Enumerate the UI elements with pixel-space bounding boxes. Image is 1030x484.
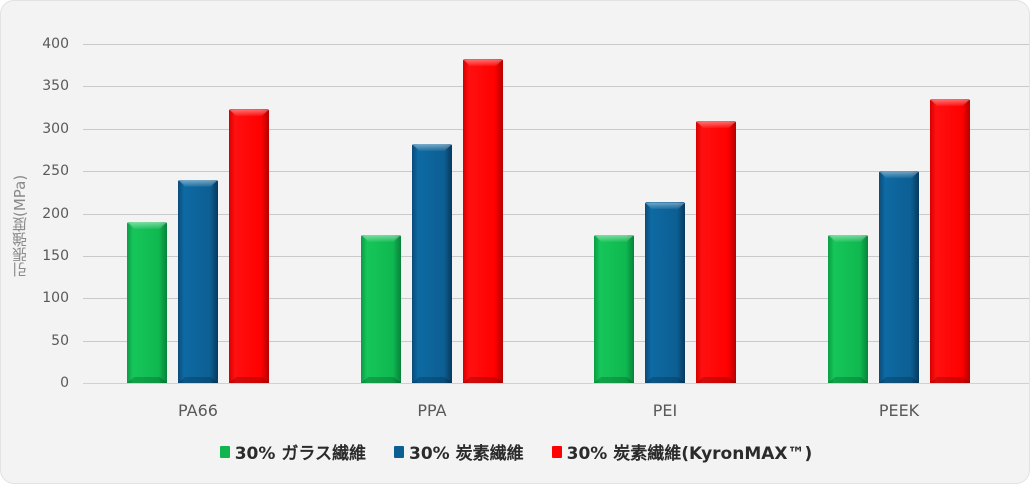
- gridline: [83, 86, 1029, 88]
- y-tick-label: 400: [42, 36, 69, 52]
- x-tick-label: PA66: [178, 401, 218, 420]
- bar-pa66-series-1: [178, 179, 218, 383]
- bar-peek-series-1: [879, 171, 919, 383]
- bar-ppa-series-1: [412, 144, 452, 383]
- x-tick-label: PPA: [417, 401, 447, 420]
- y-tick-label: 0: [60, 375, 69, 391]
- bar-pei-series-2: [696, 121, 736, 383]
- legend-item: 30% 炭素繊維: [394, 439, 524, 464]
- legend-item: 30% ガラス繊維: [219, 439, 366, 464]
- gridline: [83, 213, 1029, 215]
- bar-pei-series-1: [645, 202, 685, 383]
- legend-label: 30% 炭素繊維(KyronMAX™): [566, 444, 813, 464]
- gridline: [83, 44, 1029, 45]
- bar-ppa-series-2: [463, 59, 503, 383]
- y-tick-label: 200: [42, 205, 69, 222]
- x-tick-label: PEEK: [878, 401, 920, 420]
- legend-swatch-icon: [394, 445, 404, 458]
- bar-peek-series-0: [828, 234, 868, 383]
- legend-label: 30% ガラス繊維: [234, 444, 366, 464]
- legend-label: 30% 炭素繊維: [409, 444, 524, 464]
- plot-area: [83, 44, 1029, 384]
- y-tick-label: 350: [42, 78, 69, 95]
- gridline: [83, 298, 1029, 300]
- legend-swatch-icon: [219, 445, 230, 458]
- gridline: [83, 255, 1029, 257]
- legend-item: 30% 炭素繊維(KyronMAX™): [551, 439, 813, 464]
- bar-pa66-series-0: [127, 221, 167, 383]
- y-tick-label: 300: [42, 120, 69, 137]
- legend: 30% ガラス繊維 30% 炭素繊維 30% 炭素繊維(KyronMAX™): [1, 439, 1030, 464]
- gridline: [83, 383, 1029, 384]
- y-tick-label: 150: [42, 247, 69, 264]
- gridline: [83, 171, 1029, 173]
- bar-ppa-series-0: [361, 234, 401, 383]
- y-tick-label: 100: [42, 290, 69, 307]
- bar-pei-series-0: [594, 234, 634, 383]
- legend-swatch-icon: [551, 445, 562, 458]
- gridline: [83, 340, 1029, 342]
- y-tick-label: 250: [42, 163, 69, 180]
- x-tick-label: PEI: [652, 401, 678, 420]
- y-tick-label: 50: [51, 332, 69, 349]
- bar-peek-series-2: [930, 99, 970, 383]
- bar-pa66-series-2: [229, 109, 269, 383]
- gridline: [83, 128, 1029, 130]
